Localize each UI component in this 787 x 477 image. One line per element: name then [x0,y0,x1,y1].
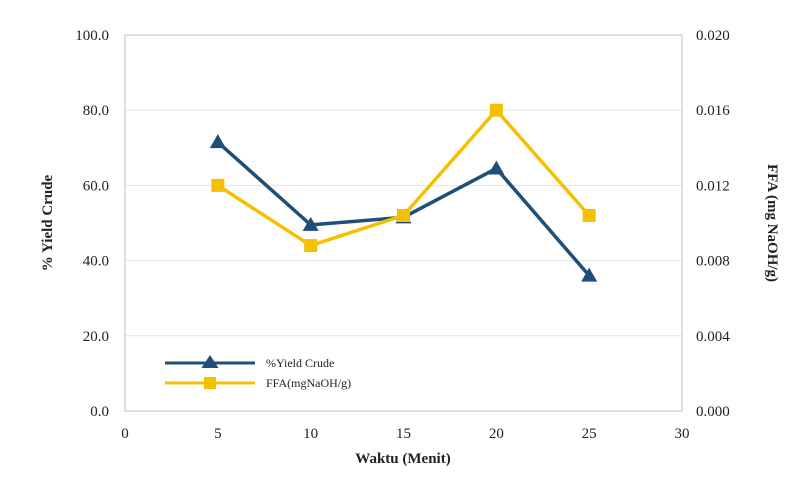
data-point-square [582,208,596,222]
legend-yield-label: %Yield Crude [266,356,334,370]
y-tick-label: 0.0 [90,404,109,420]
y-tick-label: 100.0 [75,28,109,44]
y2-tick-label: 0.020 [696,28,730,44]
series-layer [209,103,598,282]
y-tick-label: 60.0 [83,178,109,194]
y2-tick-label: 0.016 [696,103,730,119]
legend-yield-marker [201,355,219,368]
y2-axis-title: FFA (mg NaOH/g) [764,164,780,282]
x-tick-label: 25 [582,426,597,442]
data-point-square [211,178,225,192]
legend-ffa-label: FFA(mgNaOH/g) [266,376,351,390]
legend-ffa-marker [204,377,216,389]
y2-tick-label: 0.004 [696,329,730,345]
x-tick-label: 10 [303,426,318,442]
x-tick-label: 5 [214,426,222,442]
data-point-triangle [581,267,598,282]
data-point-triangle [209,134,226,149]
data-point-square [489,103,503,117]
x-axis-title: Waktu (Menit) [355,451,450,467]
x-tick-label: 20 [489,426,504,442]
y-tick-label: 40.0 [83,254,109,270]
y2-tick-label: 0.008 [696,254,730,270]
data-point-triangle [488,160,505,175]
y-tick-label: 80.0 [83,103,109,119]
x-tick-label: 15 [396,426,411,442]
data-point-square [397,208,410,222]
x-tick-label: 0 [121,426,129,442]
x-tick-label: 30 [675,426,690,442]
y2-tick-label: 0.000 [696,404,730,420]
tick-layer: 0.0 20.0 40.0 60.0 80.0 100.0 0.000 0.004 0.008 0… [75,28,730,442]
legend: %Yield Crude FFA(mgNaOH/g) [165,355,351,390]
y-axis-title: % Yield Crude [40,174,56,271]
plot-area-border [124,34,683,412]
data-point-triangle [302,216,319,231]
y2-tick-label: 0.012 [696,178,730,194]
data-point-square [304,239,318,253]
y-tick-label: 20.0 [83,329,109,345]
